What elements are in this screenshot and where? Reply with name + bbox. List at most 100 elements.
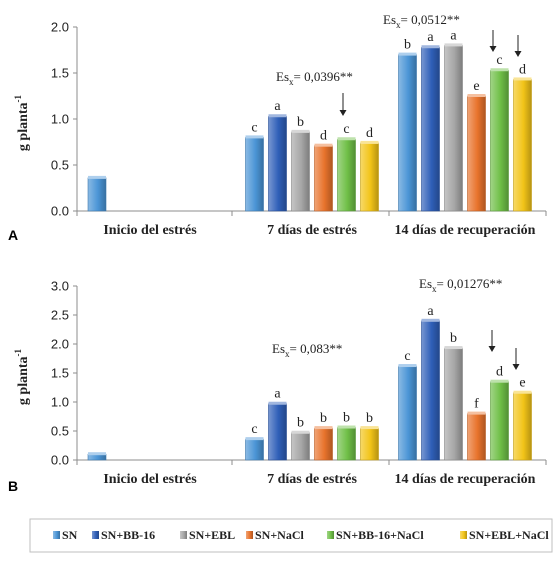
bar-cap [268,401,287,405]
bar [337,427,356,461]
data-label: a [427,30,434,45]
legend-swatch [53,531,60,539]
data-label: a [427,304,434,319]
data-label: c [251,422,257,437]
y-tick-label: 0.0 [51,453,69,468]
bar [444,45,463,212]
data-label: f [474,397,479,412]
bar [291,131,310,212]
y-tick-label: 0.0 [51,204,69,219]
bar [421,320,440,461]
x-category-label: 14 días de recuperación [395,472,536,487]
bar-cap [337,137,356,141]
data-label: b [366,411,373,426]
data-label: b [297,115,304,130]
bar-cap [314,426,333,430]
x-category-label: 7 días de estrés [267,223,357,238]
bar [513,79,532,212]
arrow-head-icon [514,51,522,57]
bar [314,145,333,212]
significance-annotation: Esx= 0,0512** [383,12,460,30]
legend-label: SN+BB-16 [101,528,155,542]
bar [291,432,310,461]
bar [245,438,264,461]
data-label: b [404,38,411,53]
bar-cap [314,143,333,147]
bar [467,95,486,212]
data-label: d [519,62,526,77]
bar [337,138,356,212]
bar [467,413,486,461]
bar-cap [444,43,463,47]
chart-panel-a: 0.0 0.5 1.0 1.5 2.0 g planta-1 Inicio del estr… [8,12,547,243]
data-label: e [473,79,479,94]
bar-cap [421,45,440,49]
bar [421,46,440,212]
arrow-head-icon [488,346,496,352]
data-label: c [404,349,410,364]
y-tick-label: 1.5 [51,66,69,81]
legend-label: SN+EBL [189,528,235,542]
data-label: d [366,126,373,141]
bar-cap [490,379,509,383]
data-label: d [320,129,327,144]
bar [268,403,287,461]
bar-cap [467,94,486,97]
bar-cap [398,364,417,368]
data-label: d [496,365,503,380]
bar-cap [337,425,356,429]
arrow-head-icon [512,364,520,370]
bar [360,427,379,461]
x-category-label: 7 días de estrés [267,472,357,487]
data-label: b [320,411,327,426]
data-label: c [251,120,257,135]
bar [87,177,107,212]
data-label: a [274,387,281,402]
significance-annotation: Esx= 0,01276** [419,276,502,294]
legend: SN SN+BB-16 SN+EBL SN+NaCl SN+BB-16+NaCl SN+E… [29,518,553,553]
bar-cap [291,129,310,133]
y-tick-label: 1.5 [51,366,69,381]
y-tick-label: 1.0 [51,112,69,127]
significance-annotation: Esx= 0,083** [272,341,342,359]
y-axis-label: g planta-1 [13,348,31,405]
y-tick-label: 1.0 [51,395,69,410]
y-tick-label: 2.0 [51,20,69,35]
bar-cap [490,68,509,72]
y-tick-label: 2.5 [51,308,69,323]
bar-cap [421,318,440,322]
legend-swatch [92,531,99,539]
data-label: a [274,99,281,114]
bar-cap [245,135,264,139]
bar-cap [444,346,463,350]
legend-swatch [460,531,467,539]
arrow-head-icon [339,110,347,116]
data-label: c [343,122,349,137]
bar [490,69,509,212]
bar [444,347,463,461]
bar-cap [360,140,379,144]
y-tick-label: 0.5 [51,158,69,173]
legend-label: SN+EBL+NaCl [469,528,549,542]
arrow-head-icon [489,46,497,52]
bar-cap [360,426,379,430]
legend-label: SN [62,528,78,542]
x-category-label: 14 días de recuperación [395,223,536,238]
bar-cap [88,452,106,456]
bar [398,54,417,212]
chart-panel-b: 0.0 0.5 1.0 1.5 2.0 2.5 3.0 g planta-1 Inicio de… [8,276,547,494]
x-category-label: Inicio del estrés [103,472,197,487]
panel-label: A [8,227,18,243]
y-tick-label: 2.0 [51,337,69,352]
bar-cap [88,175,106,179]
data-label: a [450,28,457,43]
bar [314,427,333,461]
bar [490,381,509,461]
bar-cap [268,114,287,118]
data-label: b [343,411,350,426]
bar-cap [398,52,417,56]
bar-cap [245,437,264,441]
y-tick-label: 3.0 [51,279,69,294]
bar [360,142,379,212]
